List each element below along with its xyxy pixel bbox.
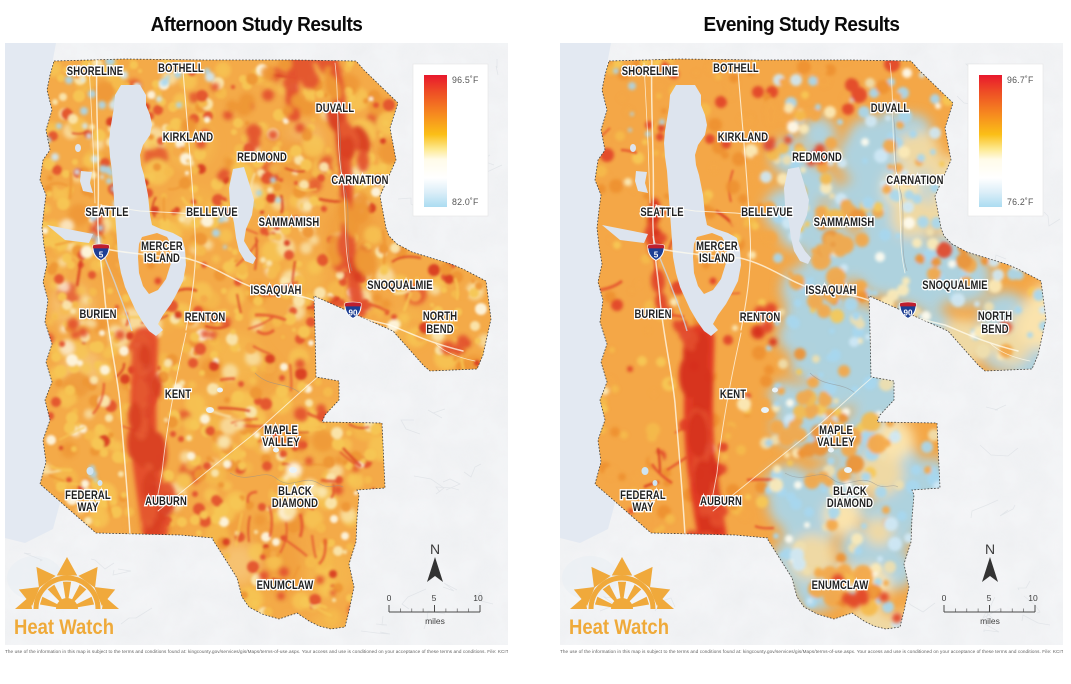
svg-text:KIRKLAND: KIRKLAND — [718, 131, 769, 144]
svg-text:miles: miles — [980, 616, 1000, 626]
svg-text:ISLAND: ISLAND — [699, 252, 735, 265]
svg-text:5: 5 — [987, 593, 992, 603]
svg-text:BOTHELL: BOTHELL — [158, 62, 204, 75]
svg-text:BURIEN: BURIEN — [79, 308, 116, 321]
svg-text:KENT: KENT — [165, 388, 192, 401]
svg-text:AUBURN: AUBURN — [145, 495, 187, 508]
svg-text:SEATTLE: SEATTLE — [85, 206, 128, 219]
svg-text:BEND: BEND — [426, 323, 453, 336]
svg-text:N: N — [430, 541, 440, 557]
svg-text:CARNATION: CARNATION — [886, 174, 943, 187]
svg-text:DIAMOND: DIAMOND — [272, 497, 318, 510]
svg-text:MAPLE: MAPLE — [819, 424, 853, 437]
svg-text:0: 0 — [387, 593, 392, 603]
svg-text:REDMOND: REDMOND — [237, 151, 287, 164]
svg-text:10: 10 — [473, 593, 483, 603]
svg-text:BOTHELL: BOTHELL — [713, 62, 759, 75]
svg-text:KIRKLAND: KIRKLAND — [163, 131, 214, 144]
svg-text:ISSAQUAH: ISSAQUAH — [250, 284, 301, 297]
svg-text:Heat Watch: Heat Watch — [14, 615, 114, 639]
svg-text:DUVALL: DUVALL — [871, 102, 910, 115]
svg-text:BLACK: BLACK — [278, 485, 312, 498]
svg-text:WAY: WAY — [77, 501, 98, 514]
svg-text:CARNATION: CARNATION — [331, 174, 388, 187]
svg-text:KENT: KENT — [720, 388, 747, 401]
svg-text:VALLEY: VALLEY — [817, 436, 854, 449]
svg-text:0: 0 — [942, 593, 947, 603]
svg-text:N: N — [985, 541, 995, 557]
svg-text:MERCER: MERCER — [141, 240, 183, 253]
svg-text:BELLEVUE: BELLEVUE — [741, 206, 793, 219]
svg-text:82.0˚F: 82.0˚F — [452, 197, 479, 207]
svg-text:WAY: WAY — [632, 501, 653, 514]
svg-text:ENUMCLAW: ENUMCLAW — [812, 579, 869, 592]
svg-text:10: 10 — [1028, 593, 1038, 603]
svg-text:miles: miles — [425, 616, 445, 626]
svg-text:BURIEN: BURIEN — [634, 308, 671, 321]
svg-text:90: 90 — [348, 309, 358, 318]
svg-text:AUBURN: AUBURN — [700, 495, 742, 508]
svg-text:SAMMAMISH: SAMMAMISH — [259, 216, 320, 229]
svg-text:MAPLE: MAPLE — [264, 424, 298, 437]
svg-text:DUVALL: DUVALL — [316, 102, 355, 115]
svg-text:5: 5 — [99, 251, 104, 260]
svg-text:76.2˚F: 76.2˚F — [1007, 197, 1034, 207]
svg-text:ISSAQUAH: ISSAQUAH — [805, 284, 856, 297]
svg-text:MERCER: MERCER — [696, 240, 738, 253]
svg-text:5: 5 — [432, 593, 437, 603]
svg-text:BEND: BEND — [981, 323, 1008, 336]
svg-text:Heat Watch: Heat Watch — [569, 615, 669, 639]
svg-text:RENTON: RENTON — [740, 311, 781, 324]
svg-text:96.7˚F: 96.7˚F — [1007, 75, 1034, 85]
svg-text:90: 90 — [903, 309, 913, 318]
svg-text:BELLEVUE: BELLEVUE — [186, 206, 238, 219]
svg-text:NORTH: NORTH — [423, 310, 457, 323]
svg-text:SHORELINE: SHORELINE — [622, 65, 678, 78]
svg-text:FEDERAL: FEDERAL — [620, 489, 666, 502]
svg-text:FEDERAL: FEDERAL — [65, 489, 111, 502]
svg-text:5: 5 — [654, 251, 659, 260]
svg-text:NORTH: NORTH — [978, 310, 1012, 323]
svg-text:96.5˚F: 96.5˚F — [452, 75, 479, 85]
svg-text:VALLEY: VALLEY — [262, 436, 299, 449]
svg-text:BLACK: BLACK — [833, 485, 867, 498]
svg-text:DIAMOND: DIAMOND — [827, 497, 873, 510]
svg-text:ISLAND: ISLAND — [144, 252, 180, 265]
svg-text:SHORELINE: SHORELINE — [67, 65, 123, 78]
svg-text:REDMOND: REDMOND — [792, 151, 842, 164]
svg-text:ENUMCLAW: ENUMCLAW — [257, 579, 314, 592]
svg-text:SNOQUALMIE: SNOQUALMIE — [922, 279, 988, 292]
svg-text:SAMMAMISH: SAMMAMISH — [814, 216, 875, 229]
svg-text:SNOQUALMIE: SNOQUALMIE — [367, 279, 433, 292]
svg-text:SEATTLE: SEATTLE — [640, 206, 683, 219]
svg-text:RENTON: RENTON — [185, 311, 226, 324]
